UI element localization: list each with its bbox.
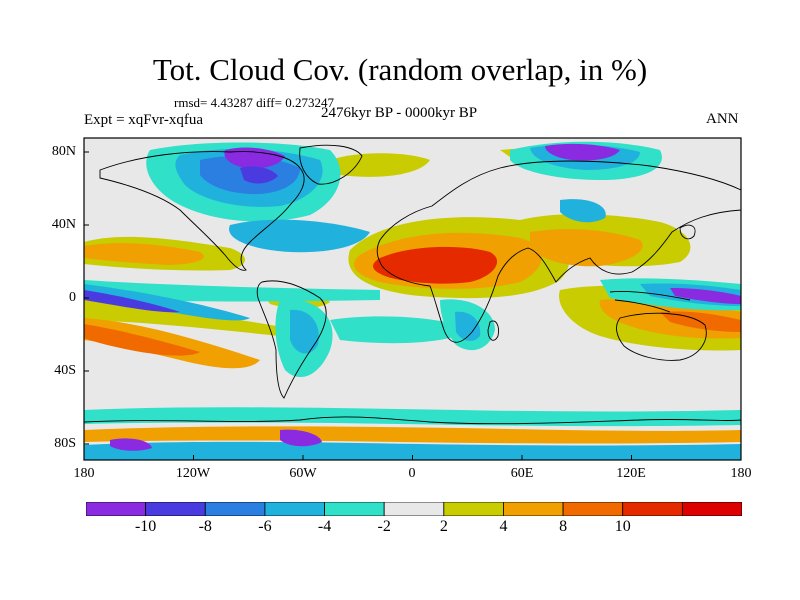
coastline-japan	[679, 224, 696, 240]
colorbar-box	[503, 502, 564, 516]
colorbar-tick-label: -2	[377, 518, 391, 535]
anomaly-region	[84, 290, 180, 313]
colorbar-box	[86, 502, 147, 516]
anomaly-region	[229, 219, 370, 253]
colorbar-box	[622, 502, 683, 516]
anomaly-region	[330, 153, 430, 177]
anomaly-region	[545, 143, 620, 161]
colorbar-tick-label: 2	[439, 518, 448, 535]
anomaly-region	[670, 288, 741, 304]
colorbar-box	[443, 502, 504, 516]
period-label: 2476kyr BP - 0000kyr BP	[321, 105, 478, 121]
colorbar-box	[681, 502, 742, 516]
coastline-greenland	[299, 144, 363, 185]
season-label: ANN	[706, 111, 739, 127]
colorbar-box	[562, 502, 624, 516]
lon-label: 0	[408, 466, 416, 481]
coastline-madagascar	[487, 320, 499, 341]
colorbar-tick-label: -8	[198, 518, 212, 535]
lon-label: 120E	[616, 466, 646, 481]
lat-label: 40S	[54, 363, 76, 378]
lat-label: 80N	[51, 144, 76, 159]
colorbar-tick-label: 8	[559, 518, 568, 535]
lon-label: 180	[73, 466, 95, 481]
anomaly-region	[240, 166, 278, 184]
anomaly-region	[84, 300, 300, 338]
coastline-antarctica	[84, 416, 741, 425]
axis-ticks	[83, 151, 742, 460]
lon-label: 60E	[510, 466, 534, 481]
colorbar-box	[145, 502, 206, 516]
colorbar-box	[204, 502, 266, 516]
anomaly-region	[530, 229, 643, 267]
colorbar-tick-label: -10	[134, 518, 157, 535]
experiment-label: Expt = xqFvr-xqfua	[84, 112, 203, 128]
coastline-south-america	[256, 280, 327, 399]
colorbar-box	[324, 502, 385, 516]
anomaly-region	[84, 318, 260, 369]
colorbar-box	[383, 502, 445, 516]
anomaly-region	[84, 243, 204, 265]
stats-text: rmsd= 4.43287 diff= 0.273247	[174, 95, 334, 110]
colorbar-tick-label: -6	[258, 518, 272, 535]
anomaly-region	[280, 429, 322, 447]
coastline-africa-eurasia	[376, 160, 741, 343]
coastline-indonesia	[609, 291, 691, 313]
coastline-australia	[616, 312, 707, 361]
anomaly-region	[330, 316, 470, 344]
lat-label: 40N	[51, 217, 76, 232]
lon-label: 180	[730, 466, 752, 481]
anomaly-region	[84, 284, 250, 321]
anomaly-region	[455, 311, 481, 341]
coastline-north-america	[99, 151, 305, 271]
lon-label: 120W	[175, 466, 211, 481]
anomaly-region	[84, 324, 200, 356]
anomaly-region	[84, 426, 741, 444]
lon-label: 60W	[289, 466, 317, 481]
colorbar-box	[264, 502, 325, 516]
colorbar-tick-label: 4	[499, 518, 508, 535]
lat-label: 80S	[54, 436, 76, 451]
anomaly-region	[110, 438, 152, 451]
colorbar-tick-label: -4	[317, 518, 332, 535]
lat-label: 0	[69, 290, 76, 305]
colorbar	[86, 502, 742, 516]
anomaly-region	[224, 147, 285, 169]
coastlines	[84, 144, 741, 425]
anomaly-region	[373, 246, 498, 284]
anomaly-region	[290, 309, 319, 354]
anomaly-region	[84, 441, 741, 460]
plot-title: Tot. Cloud Cov. (random overlap, in %)	[152, 52, 648, 87]
anomaly-region	[560, 199, 606, 223]
colorbar-tick-label: 10	[614, 518, 631, 535]
positive-anomaly-regions	[84, 148, 741, 444]
